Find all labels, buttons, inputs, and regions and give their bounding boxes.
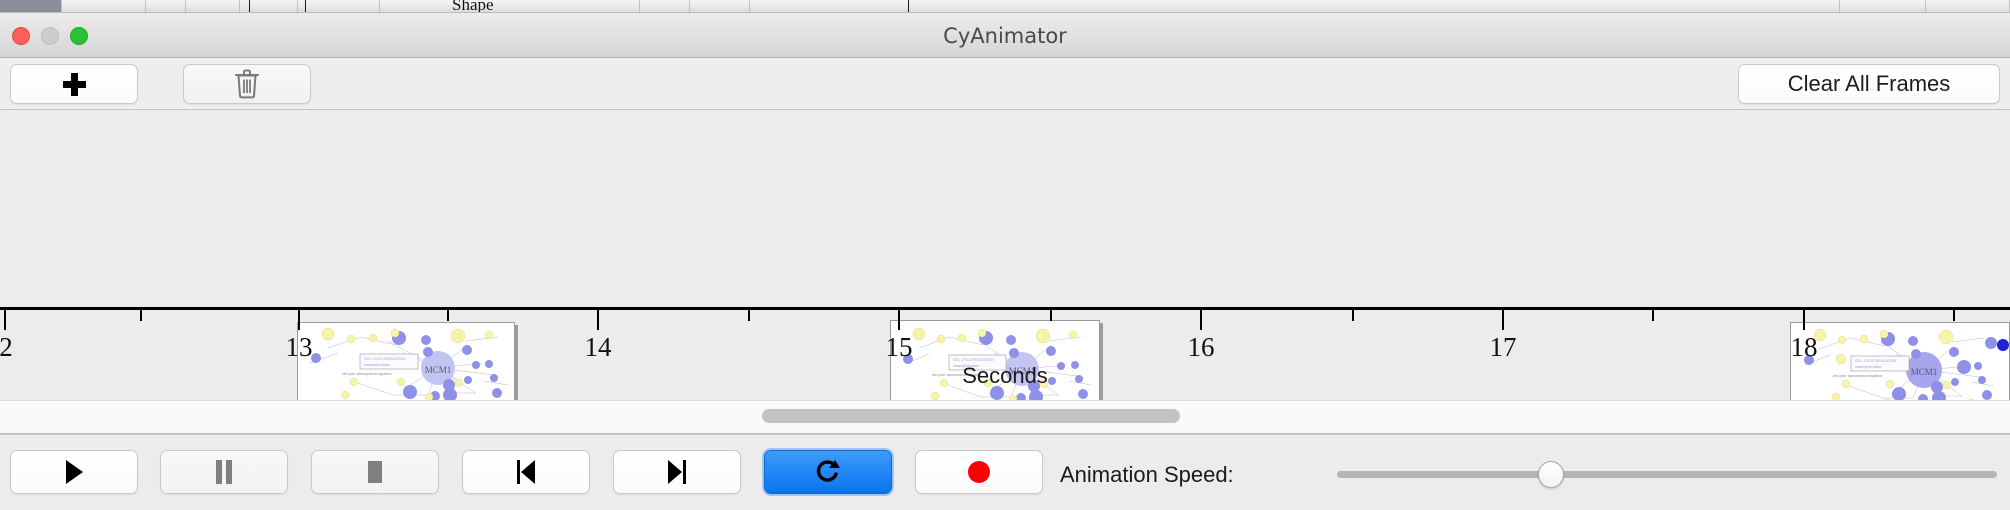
skip-back-icon (517, 460, 535, 484)
axis-label-17: 17 (1489, 332, 1517, 362)
axis-tick-14 (597, 310, 599, 330)
clear-all-frames-button[interactable]: Clear All Frames (1738, 64, 2000, 104)
loop-icon (816, 460, 840, 482)
axis-tick-13 (298, 310, 300, 330)
axis-tick-15 (898, 310, 900, 330)
stop-icon (368, 461, 382, 483)
hub-node-label: MCM1 (1911, 367, 1938, 377)
svg-text:transcription factor: transcription factor (364, 363, 391, 367)
skip-to-start-button[interactable] (462, 450, 590, 494)
keyframe-3[interactable]: MCM1 (1790, 322, 2010, 412)
axis-tick-18 (1803, 310, 1805, 330)
animation-speed-slider-thumb[interactable] (1538, 461, 1565, 488)
pause-button[interactable] (160, 450, 288, 494)
axis-label-14: 14 (584, 332, 612, 362)
axis-minor-tick (1953, 310, 1955, 321)
svg-text:CELL CYCLE REGULATION: CELL CYCLE REGULATION (1855, 359, 1896, 363)
hub-node-label: MCM1 (1009, 366, 1036, 376)
axis-tick-2 (4, 310, 6, 330)
delete-frame-button[interactable] (183, 64, 311, 104)
trash-icon (235, 69, 259, 99)
keyframe-2[interactable]: MCM1 (890, 320, 1100, 412)
keyframe-1[interactable]: MCM1 (297, 322, 515, 412)
timeline-axis (0, 307, 2010, 310)
toolbar: Clear All Frames (0, 58, 2010, 110)
hub-node-label: MCM1 (425, 365, 452, 375)
svg-text:cell cycle: transcriptional re: cell cycle: transcriptional regulation (1833, 374, 1883, 378)
axis-minor-tick (140, 310, 142, 321)
axis-minor-tick (1652, 310, 1654, 321)
svg-text:transcription factor: transcription factor (1855, 365, 1882, 369)
svg-text:cell cycle: transcriptional re: cell cycle: transcriptional regulation (932, 373, 982, 377)
axis-tick-17 (1502, 310, 1504, 330)
axis-label-15: 15 (885, 332, 913, 362)
play-icon (66, 460, 83, 484)
minimize-button[interactable] (41, 27, 59, 45)
traffic-lights (12, 27, 88, 45)
axis-minor-tick (1352, 310, 1354, 321)
svg-text:CELL CYCLE REGULATION: CELL CYCLE REGULATION (953, 358, 994, 362)
axis-label-18: 18 (1790, 332, 1818, 362)
axis-label-13: 13 (285, 332, 313, 362)
loop-button[interactable] (764, 450, 892, 494)
timeline-panel[interactable]: MCM1 (0, 110, 2010, 412)
axis-minor-tick (748, 310, 750, 321)
background-window-strip: Shape (0, 0, 2010, 13)
stop-button[interactable] (311, 450, 439, 494)
title-bar: CyAnimator (0, 13, 2010, 58)
skip-to-end-button[interactable] (613, 450, 741, 494)
play-button[interactable] (10, 450, 138, 494)
add-frame-button[interactable] (10, 64, 138, 104)
svg-text:cell cycle: transcriptional re: cell cycle: transcriptional regulation (342, 372, 392, 376)
svg-text:transcription factor: transcription factor (953, 364, 980, 368)
clear-all-frames-label: Clear All Frames (1787, 71, 1951, 96)
record-button[interactable] (915, 450, 1043, 494)
background-window-label: Shape (452, 0, 494, 13)
transport-bar: Animation Speed: (0, 434, 2010, 510)
animation-speed-slider[interactable] (1337, 461, 1997, 488)
zoom-button[interactable] (70, 27, 88, 45)
svg-text:CELL CYCLE REGULATION: CELL CYCLE REGULATION (364, 357, 405, 361)
axis-label-2: 2 (0, 332, 13, 362)
axis-title: Seconds (962, 363, 1048, 388)
close-button[interactable] (12, 27, 30, 45)
axis-label-16: 16 (1187, 332, 1215, 362)
axis-minor-tick (447, 310, 449, 321)
plus-icon (62, 72, 86, 96)
axis-tick-16 (1200, 310, 1202, 330)
pause-icon (216, 460, 232, 484)
animation-speed-label: Animation Speed: (1060, 462, 1234, 487)
skip-forward-icon (668, 460, 686, 484)
scrollbar-thumb[interactable] (762, 409, 1180, 423)
timeline-scrollbar[interactable] (0, 400, 2010, 434)
record-icon (968, 461, 990, 483)
highlighted-node (1997, 339, 2009, 351)
window-title: CyAnimator (943, 24, 1067, 48)
axis-minor-tick (1050, 310, 1052, 321)
